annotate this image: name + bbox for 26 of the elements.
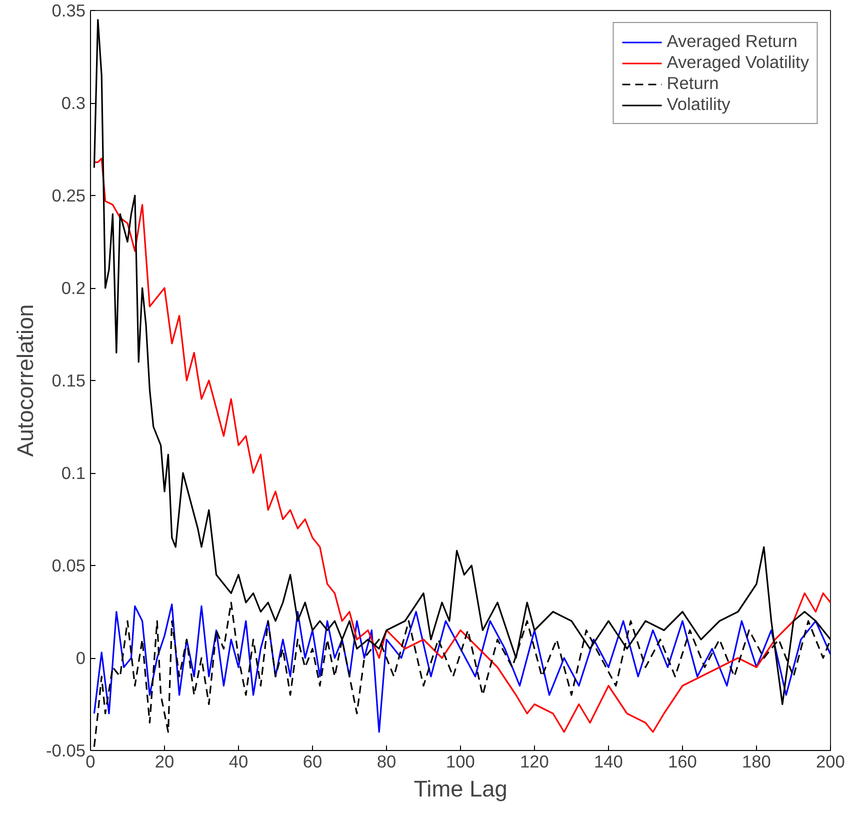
y-tick-label: -0.05 xyxy=(46,740,86,760)
legend-label: Volatility xyxy=(666,94,730,115)
legend-label: Averaged Volatility xyxy=(666,52,809,73)
x-tick-label: 20 xyxy=(154,752,174,772)
y-tick-label: 0.25 xyxy=(52,186,86,206)
x-tick-label: 80 xyxy=(376,752,396,772)
y-tick-label: 0.2 xyxy=(61,278,86,298)
y-tick-label: 0.05 xyxy=(52,556,86,576)
line-series xyxy=(93,158,830,733)
x-tick-label: 160 xyxy=(668,752,697,772)
x-tick-label: 100 xyxy=(446,752,475,772)
y-tick-label: 0 xyxy=(76,648,86,668)
y-tick-label: 0.35 xyxy=(52,0,86,20)
y-tick-label: 0.15 xyxy=(52,370,86,390)
y-tick-label: 0.1 xyxy=(61,463,86,483)
y-tick-label: 0.3 xyxy=(61,93,86,113)
x-tick-label: 60 xyxy=(302,752,322,772)
y-axis-title: Autocorrelation xyxy=(12,304,38,457)
legend-label: Return xyxy=(666,73,719,94)
x-tick-label: 120 xyxy=(520,752,549,772)
x-axis-title: Time Lag xyxy=(414,776,508,802)
x-tick-label: 140 xyxy=(594,752,623,772)
x-tick-label: 200 xyxy=(816,752,845,772)
x-tick-label: 180 xyxy=(742,752,771,772)
x-tick-label: 40 xyxy=(228,752,248,772)
legend-label: Averaged Return xyxy=(666,31,798,52)
